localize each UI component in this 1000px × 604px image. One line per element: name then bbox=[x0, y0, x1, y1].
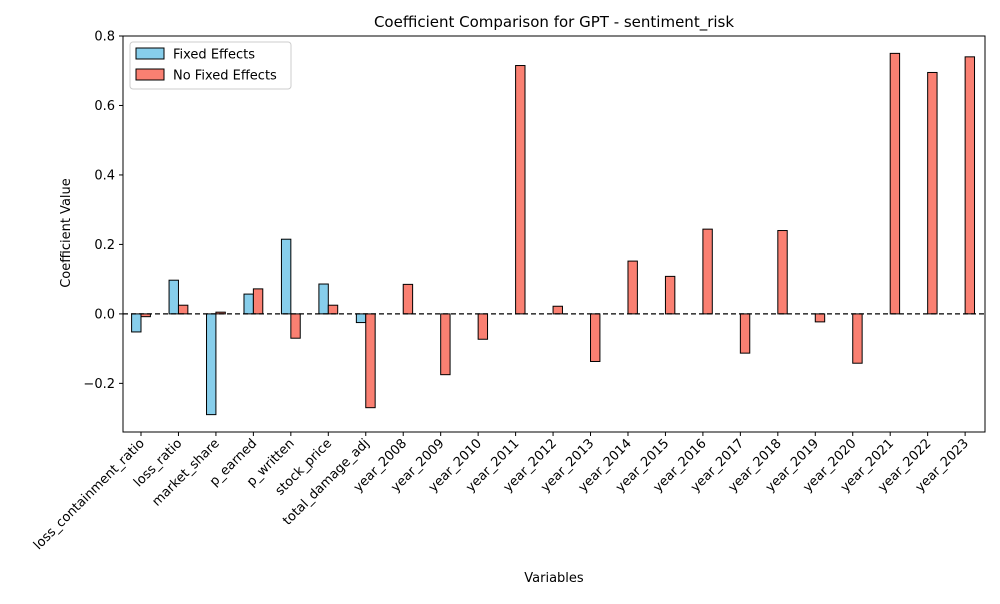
bar-no-fixed-effects-year_2021[interactable] bbox=[889, 52, 901, 315]
legend: Fixed Effects No Fixed Effects bbox=[129, 41, 292, 90]
bar-no-fixed-effects-year_2018[interactable] bbox=[777, 230, 788, 315]
y-tick-label: 0.8 bbox=[94, 30, 115, 45]
bar-no-fixed-effects-year_2008[interactable] bbox=[402, 283, 414, 315]
bar-fixed-effects-loss_ratio[interactable] bbox=[168, 279, 179, 315]
y-tick-label: 0.6 bbox=[94, 99, 115, 114]
bar-fixed-effects-stock_price[interactable] bbox=[318, 283, 329, 315]
legend-box bbox=[129, 41, 292, 90]
bar-no-fixed-effects-p_earned[interactable] bbox=[252, 288, 264, 315]
bar-no-fixed-effects-year_2014[interactable] bbox=[627, 260, 638, 315]
bar-fixed-effects-market_share[interactable] bbox=[206, 313, 217, 416]
chart-title: Coefficient Comparison for GPT - sentime… bbox=[374, 13, 734, 32]
bar-no-fixed-effects-total_damage_adj[interactable] bbox=[365, 313, 376, 409]
bar-no-fixed-effects-year_2019[interactable] bbox=[814, 313, 826, 323]
bar-no-fixed-effects-year_2016[interactable] bbox=[702, 228, 713, 315]
y-axis-label: Coefficient Value bbox=[59, 178, 74, 288]
bar-no-fixed-effects-year_2013[interactable] bbox=[590, 313, 601, 362]
bar-no-fixed-effects-loss_containment_ratio[interactable] bbox=[140, 313, 151, 318]
y-tick-label: 0.4 bbox=[94, 168, 115, 183]
legend-swatch bbox=[135, 68, 165, 81]
bar-no-fixed-effects-stock_price[interactable] bbox=[327, 304, 339, 315]
bar-fixed-effects-p_written[interactable] bbox=[280, 238, 292, 315]
bar-no-fixed-effects-year_2011[interactable] bbox=[515, 65, 526, 315]
bar-fixed-effects-total_damage_adj[interactable] bbox=[355, 313, 367, 324]
bar-no-fixed-effects-year_2010[interactable] bbox=[477, 313, 489, 340]
legend-label: Fixed Effects bbox=[173, 48, 255, 63]
x-tick-label: loss_containment_ratio bbox=[31, 436, 148, 553]
legend-swatch bbox=[135, 47, 165, 60]
bar-no-fixed-effects-loss_ratio[interactable] bbox=[177, 304, 189, 315]
bar-fixed-effects-p_earned[interactable] bbox=[243, 293, 254, 315]
legend-label: No Fixed Effects bbox=[173, 69, 277, 84]
y-tick-label: −0.2 bbox=[83, 377, 115, 392]
y-tick-label: 0.2 bbox=[94, 238, 115, 253]
bar-fixed-effects-loss_containment_ratio[interactable] bbox=[131, 313, 142, 333]
bar-no-fixed-effects-year_2012[interactable] bbox=[552, 305, 563, 315]
bar-no-fixed-effects-year_2015[interactable] bbox=[664, 275, 676, 315]
x-axis-label: Variables bbox=[524, 571, 584, 586]
bars-layer bbox=[131, 52, 976, 416]
y-tick-label: 0.0 bbox=[94, 307, 115, 322]
bar-no-fixed-effects-year_2023[interactable] bbox=[964, 56, 976, 315]
bar-no-fixed-effects-year_2022[interactable] bbox=[927, 71, 938, 315]
bar-no-fixed-effects-year_2020[interactable] bbox=[852, 313, 863, 364]
bar-no-fixed-effects-year_2017[interactable] bbox=[739, 313, 751, 354]
bar-no-fixed-effects-year_2009[interactable] bbox=[440, 313, 451, 376]
bar-no-fixed-effects-p_written[interactable] bbox=[290, 313, 301, 339]
plot-frame bbox=[122, 35, 986, 433]
